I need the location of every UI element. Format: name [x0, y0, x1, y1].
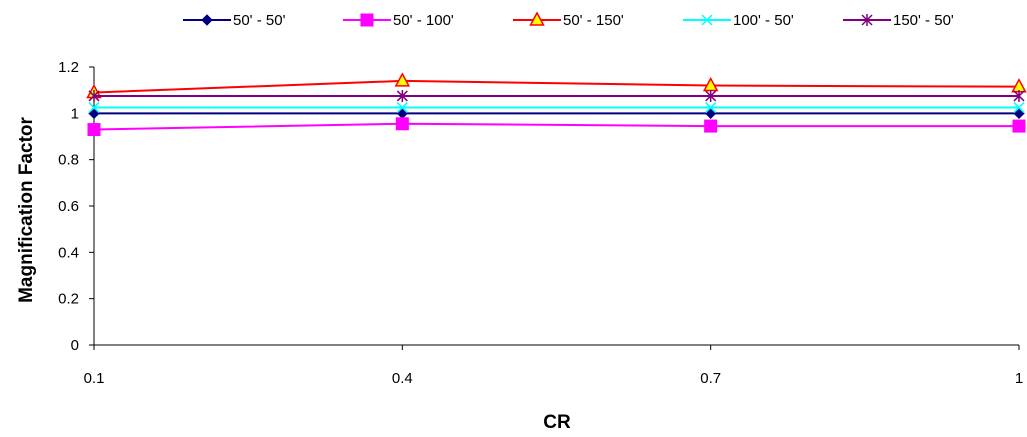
legend-item: 100' - 50': [683, 12, 794, 29]
legend-item: 50' - 150': [513, 11, 624, 29]
data-point: [395, 117, 409, 131]
legend-label: 150' - 50': [893, 12, 954, 29]
legend-item: 50' - 50': [183, 12, 286, 29]
legend-item: 50' - 100': [343, 12, 454, 29]
y-tick-label: 0.6: [58, 198, 79, 215]
series: [87, 117, 1026, 137]
data-point: [88, 107, 100, 120]
x-tick-label: 0.1: [84, 370, 105, 387]
data-point: [396, 102, 408, 114]
series-line: [93, 79, 1020, 94]
y-tick-label: 1.2: [58, 59, 79, 76]
series: [88, 102, 1025, 114]
data-point: [396, 107, 409, 120]
data-point: [1013, 102, 1025, 114]
data-point: [1013, 89, 1025, 102]
y-tick-label: 1: [71, 105, 79, 122]
series-line: [93, 122, 1019, 131]
data-point: [861, 14, 873, 26]
x-tick-label: 0.4: [392, 370, 413, 387]
data-point: [88, 102, 100, 114]
x-tick-label: 1: [1015, 370, 1023, 387]
y-tick-label: 0.8: [58, 152, 79, 169]
x-axis-title: CR: [543, 412, 571, 433]
data-point: [360, 13, 374, 27]
series: [86, 72, 1027, 99]
data-point: [704, 119, 718, 133]
data-point: [705, 102, 717, 114]
legend-label: 100' - 50': [733, 12, 794, 29]
data-point: [394, 72, 411, 87]
data-point: [1013, 107, 1025, 120]
data-point: [701, 14, 713, 26]
y-axis-title: Magnification Factor: [16, 117, 37, 303]
data-point: [396, 89, 408, 102]
data-point: [529, 11, 545, 26]
data-point: [201, 14, 213, 26]
y-tick-label: 0.4: [58, 244, 79, 261]
series: [88, 107, 1025, 120]
data-point: [705, 89, 717, 102]
y-tick-label: 0.2: [58, 291, 79, 308]
x-axis-ticks: 0.1 0.4 0.7 1: [84, 345, 1023, 387]
legend-label: 50' - 150': [563, 12, 624, 29]
data-point: [704, 107, 717, 120]
data-point: [88, 89, 100, 102]
legend-label: 50' - 50': [233, 12, 286, 29]
series-group: [86, 72, 1027, 137]
y-axis-ticks: 0 0.2 0.4 0.6 0.8 1 1.2: [58, 59, 94, 354]
data-point: [1012, 119, 1026, 133]
y-tick-label: 0: [71, 337, 79, 354]
legend-item: 150' - 50': [843, 12, 954, 29]
series: [88, 89, 1025, 102]
plot-area: 0 0.2 0.4 0.6 0.8 1 1.2 0.1 0.4 0.7 1: [58, 59, 1027, 387]
x-tick-label: 0.7: [700, 370, 721, 387]
legend: 50' - 50' 50' - 100' 50' - 150' 100' - 50' 1…: [183, 11, 954, 29]
data-point: [87, 123, 101, 137]
legend-label: 50' - 100': [393, 12, 454, 29]
